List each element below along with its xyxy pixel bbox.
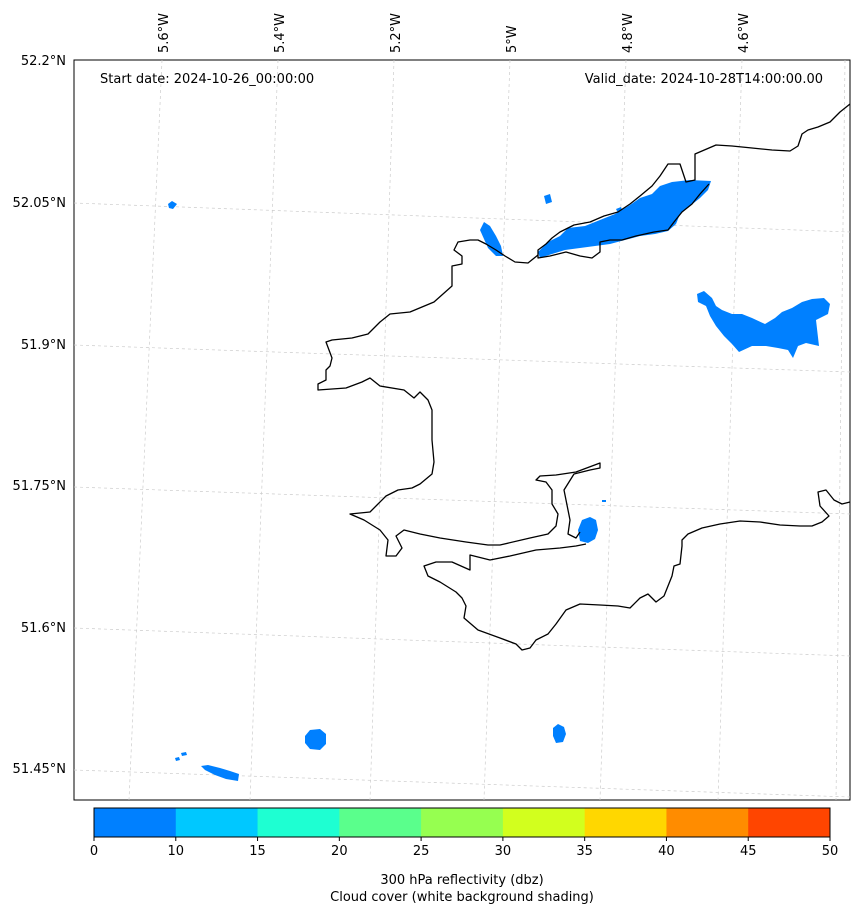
- colorbar-tick-label: 0: [90, 844, 98, 859]
- echo-cell: [538, 180, 711, 258]
- valid-date-label: Valid_date: 2024-10-28T14:00:00.00: [585, 72, 823, 87]
- lat-label: 51.6°N: [21, 621, 66, 636]
- colorbar-tick-label: 15: [249, 844, 266, 859]
- lon-label: 5.2°W: [389, 13, 404, 53]
- echo-cell: [175, 757, 180, 761]
- coastline: [317, 103, 851, 651]
- colorbar-swatch: [748, 808, 831, 837]
- echo-cell: [480, 222, 503, 256]
- colorbar-tick-label: 25: [413, 844, 430, 859]
- lon-label: 4.6°W: [737, 13, 752, 53]
- lat-label: 52.05°N: [13, 196, 66, 211]
- colorbar-title: 300 hPa reflectivity (dbz): [380, 873, 543, 888]
- colorbar-tick-label: 35: [576, 844, 593, 859]
- map-frame: [73, 59, 851, 801]
- colorbar-swatch: [257, 808, 340, 837]
- coastline-segment: [537, 103, 851, 259]
- colorbar-tick-label: 45: [740, 844, 757, 859]
- colorbar-ticks: 0 10 15 20 25 30 35 40 45 50: [90, 837, 838, 859]
- echo-cell: [181, 752, 187, 756]
- lon-label: 5.4°W: [273, 13, 288, 53]
- echo-cell: [544, 194, 552, 204]
- colorbar-swatch: [94, 808, 177, 837]
- echo-cell: [201, 765, 239, 781]
- lat-label: 51.9°N: [21, 338, 66, 353]
- echo-cell: [578, 517, 598, 543]
- colorbar-tick-label: 40: [658, 844, 675, 859]
- reflectivity-echoes: [168, 180, 830, 781]
- coastline-segment: [317, 239, 601, 557]
- lat-label: 51.45°N: [13, 762, 66, 777]
- echo-cell: [553, 724, 566, 743]
- lon-label: 5°W: [505, 25, 520, 53]
- lat-label: 51.75°N: [13, 479, 66, 494]
- lon-label: 4.8°W: [621, 13, 636, 53]
- echo-cell: [305, 729, 326, 750]
- colorbar-swatch: [339, 808, 422, 837]
- start-date-label: Start date: 2024-10-26_00:00:00: [100, 72, 314, 87]
- colorbar-tick-label: 10: [168, 844, 185, 859]
- colorbar-frame: [93, 807, 831, 838]
- colorbar-tick-label: 50: [822, 844, 839, 859]
- colorbar-swatch: [584, 808, 667, 837]
- colorbar-tick-label: 20: [331, 844, 348, 859]
- colorbar-swatch: [421, 808, 504, 837]
- echo-cell: [697, 291, 830, 358]
- colorbar-swatch: [502, 808, 586, 837]
- colorbar-swatch: [175, 808, 259, 837]
- coastline-segment: [423, 489, 851, 651]
- colorbar-swatch: [666, 808, 749, 837]
- echo-cell: [168, 201, 177, 209]
- colorbar-subtitle: Cloud cover (white background shading): [330, 890, 594, 905]
- lon-label: 5.6°W: [157, 13, 172, 53]
- colorbar: [93, 807, 831, 838]
- lat-label: 52.2°N: [21, 54, 66, 69]
- echo-cell: [602, 500, 606, 502]
- colorbar-tick-label: 30: [495, 844, 512, 859]
